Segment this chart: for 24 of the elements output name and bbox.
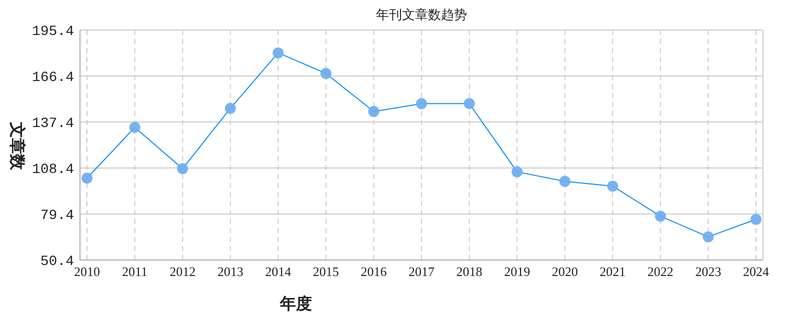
y-tick-label: 195.4	[32, 24, 74, 40]
x-tick-label: 2023	[695, 264, 722, 279]
y-axis-title: 文章数	[8, 121, 27, 171]
x-axis-title: 年度	[279, 294, 312, 313]
x-tick-label: 2021	[600, 264, 626, 279]
x-tick-label: 2011	[122, 264, 148, 279]
x-tick-label: 2012	[170, 264, 196, 279]
chart-title: 年刊文章数趋势	[376, 8, 467, 23]
y-tick-label: 79.4	[40, 208, 74, 224]
x-tick-label: 2013	[217, 264, 244, 279]
x-tick-label: 2014	[265, 264, 292, 279]
x-tick-label: 2015	[312, 264, 339, 279]
y-tick-label: 50.4	[40, 254, 74, 270]
y-tick-label: 137.4	[32, 116, 74, 132]
x-tick-label: 2017	[408, 264, 435, 279]
y-tick-label: 166.4	[32, 70, 74, 86]
y-tick-label: 108.4	[32, 162, 74, 178]
x-tick-label: 2024	[743, 264, 770, 279]
x-tick-label: 2019	[504, 264, 530, 279]
x-tick-label: 2010	[74, 264, 100, 279]
x-tick-label: 2016	[360, 264, 388, 279]
x-tick-label: 2022	[647, 264, 674, 279]
x-tick-label: 2018	[456, 264, 482, 279]
x-tick-label: 2020	[552, 264, 578, 279]
